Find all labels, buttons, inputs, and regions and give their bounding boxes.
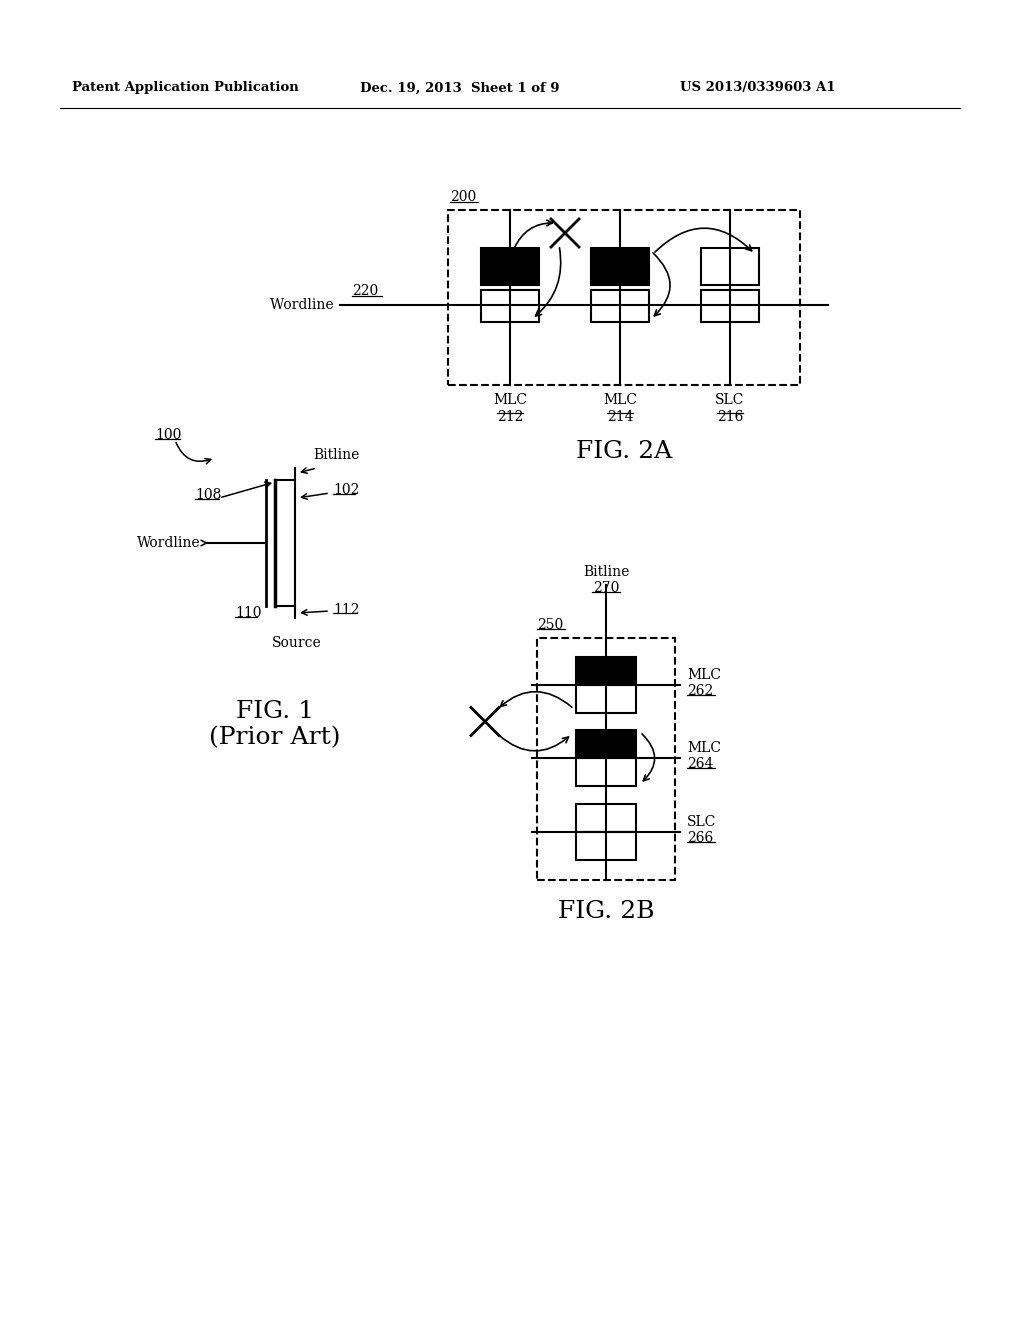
Text: MLC: MLC: [603, 393, 637, 407]
Text: Source: Source: [272, 636, 322, 649]
Text: SLC: SLC: [687, 814, 717, 829]
Bar: [575, 758, 636, 785]
Bar: [481, 290, 539, 322]
Text: 100: 100: [155, 428, 181, 442]
Text: 216: 216: [717, 411, 743, 424]
Text: MLC: MLC: [687, 668, 721, 682]
Text: 108: 108: [195, 488, 221, 502]
Text: 266: 266: [687, 832, 714, 845]
Text: Wordline: Wordline: [270, 298, 338, 312]
Text: FIG. 1
(Prior Art): FIG. 1 (Prior Art): [209, 700, 341, 750]
Bar: [575, 804, 636, 832]
Bar: [449, 210, 800, 385]
Bar: [591, 248, 649, 285]
Bar: [481, 248, 539, 285]
Text: FIG. 2A: FIG. 2A: [575, 441, 672, 463]
Text: 214: 214: [607, 411, 633, 424]
Text: Patent Application Publication: Patent Application Publication: [72, 82, 299, 95]
Text: 262: 262: [687, 684, 714, 698]
Text: MLC: MLC: [687, 741, 721, 755]
Bar: [537, 638, 675, 880]
Text: FIG. 2B: FIG. 2B: [558, 900, 654, 924]
Text: 212: 212: [497, 411, 523, 424]
Text: Bitline: Bitline: [583, 565, 629, 579]
Bar: [575, 730, 636, 758]
Text: 264: 264: [687, 756, 714, 771]
Text: 200: 200: [450, 190, 476, 205]
Text: Bitline: Bitline: [313, 447, 359, 462]
Text: 102: 102: [333, 483, 359, 498]
Bar: [701, 290, 759, 322]
Text: Dec. 19, 2013  Sheet 1 of 9: Dec. 19, 2013 Sheet 1 of 9: [360, 82, 559, 95]
Text: 110: 110: [234, 606, 261, 620]
Bar: [575, 832, 636, 861]
Text: Wordline: Wordline: [137, 536, 201, 550]
Text: SLC: SLC: [716, 393, 744, 407]
Bar: [575, 657, 636, 685]
Text: US 2013/0339603 A1: US 2013/0339603 A1: [680, 82, 836, 95]
Bar: [575, 685, 636, 713]
Text: 220: 220: [352, 284, 378, 298]
Bar: [591, 290, 649, 322]
Text: MLC: MLC: [493, 393, 527, 407]
Text: 270: 270: [593, 581, 620, 595]
Text: 112: 112: [333, 603, 359, 616]
Text: 250: 250: [537, 618, 563, 632]
Bar: [701, 248, 759, 285]
